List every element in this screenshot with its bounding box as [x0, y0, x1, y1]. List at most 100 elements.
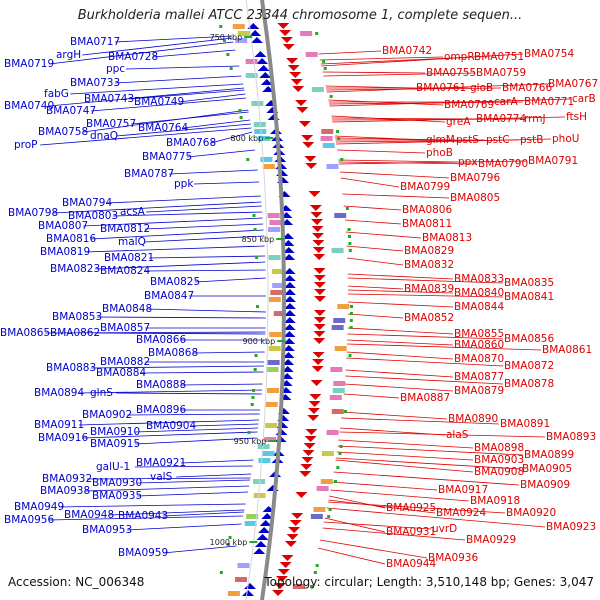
gene-label-right[interactable]: BMA0791	[528, 155, 578, 167]
gene-label-right[interactable]: BMA0877	[454, 371, 504, 383]
gene-label-left[interactable]: acsA	[120, 206, 146, 218]
gene-label-right[interactable]: BMA0761	[416, 82, 466, 94]
gene-label-left[interactable]: BMA0847	[144, 290, 194, 302]
gene-label-right[interactable]: BMA0879	[454, 385, 504, 397]
gene-label-left[interactable]: BMA0749	[134, 96, 184, 108]
gene-label-left[interactable]: BMA0915	[90, 438, 140, 450]
gene-label-left[interactable]: valS	[150, 471, 173, 483]
gene-label-left[interactable]: BMA0935	[92, 490, 142, 502]
gene-label-left[interactable]: BMA0764	[138, 122, 188, 134]
gene-label-left[interactable]: BMA0865	[0, 327, 50, 339]
gene-label-right[interactable]: ftsH	[566, 111, 587, 123]
gene-label-right[interactable]: BMA0796	[450, 172, 500, 184]
gene-label-right[interactable]: BMA0905	[522, 463, 572, 475]
gene-label-left[interactable]: ppk	[174, 178, 194, 190]
gene-label-left[interactable]: BMA0812	[100, 223, 150, 235]
gene-label-left[interactable]: BMA0896	[136, 404, 186, 416]
gene-label-left[interactable]: BMA0719	[4, 58, 54, 70]
gene-label-right[interactable]: BMA0751	[474, 51, 524, 63]
gene-label-right[interactable]: BMA0923	[546, 521, 596, 533]
gene-label-right[interactable]: phoB	[426, 147, 453, 159]
gene-label-right[interactable]: BMA0840	[454, 287, 504, 299]
gene-label-left[interactable]: dnaQ	[90, 130, 118, 142]
gene-label-right[interactable]: BMA0766	[502, 82, 552, 94]
gene-label-right[interactable]: BMA0833	[454, 273, 504, 285]
gene-label-right[interactable]: BMA0806	[402, 204, 452, 216]
gene-label-right[interactable]: BMA0832	[404, 259, 454, 271]
gene-label-left[interactable]: BMA0747	[46, 105, 96, 117]
gene-label-right[interactable]: glmM	[426, 134, 455, 146]
gene-label-left[interactable]: glnS	[90, 387, 113, 399]
gene-label-left[interactable]: BMA0884	[96, 367, 146, 379]
gene-label-left[interactable]: BMA0768	[166, 137, 216, 149]
gene-label-right[interactable]: BMA0936	[428, 552, 478, 564]
gene-label-right[interactable]: BMA0835	[504, 277, 554, 289]
gene-label-left[interactable]: BMA0717	[70, 36, 120, 48]
gene-label-right[interactable]: BMA0790	[478, 158, 528, 170]
gene-label-right[interactable]: carA	[494, 96, 519, 108]
gene-label-right[interactable]: BMA0944	[386, 558, 436, 570]
gene-label-left[interactable]: BMA0949	[14, 501, 64, 513]
gene-label-left[interactable]: BMA0819	[40, 246, 90, 258]
gene-label-right[interactable]: BMA0872	[504, 360, 554, 372]
gene-label-right[interactable]: BMA0829	[404, 245, 454, 257]
gene-label-right[interactable]: BMA0890	[448, 413, 498, 425]
gene-label-right[interactable]: BMA0899	[524, 449, 574, 461]
gene-label-right[interactable]: rrmJ	[524, 113, 546, 125]
gene-label-left[interactable]: BMA0775	[142, 151, 192, 163]
gene-label-right[interactable]: BMA0898	[474, 442, 524, 454]
gene-label-right[interactable]: BMA0861	[542, 344, 592, 356]
gene-label-right[interactable]: BMA0891	[500, 418, 550, 430]
gene-label-right[interactable]: carB	[572, 93, 596, 105]
gene-label-left[interactable]: BMA0794	[62, 197, 112, 209]
gene-label-right[interactable]: ppx	[458, 156, 478, 168]
gene-label-right[interactable]: BMA0909	[520, 479, 570, 491]
gene-label-right[interactable]: BMA0931	[386, 526, 436, 538]
gene-label-left[interactable]: BMA0938	[40, 485, 90, 497]
gene-label-left[interactable]: BMA0740	[4, 100, 54, 112]
gene-label-right[interactable]: BMA0799	[400, 181, 450, 193]
gene-label-right[interactable]: BMA0754	[524, 48, 574, 60]
gene-label-right[interactable]: uvrD	[432, 523, 457, 535]
gene-label-right[interactable]: BMA0924	[436, 507, 486, 519]
gene-label-right[interactable]: BMA0918	[470, 495, 520, 507]
gene-label-left[interactable]: BMA0821	[104, 252, 154, 264]
gene-label-right[interactable]: phoU	[552, 133, 579, 145]
gene-label-left[interactable]: ppc	[106, 63, 125, 75]
gene-label-right[interactable]: BMA0771	[524, 96, 574, 108]
gene-label-left[interactable]: BMA0758	[38, 126, 88, 138]
gene-label-left[interactable]: BMA0894	[34, 387, 84, 399]
gene-label-left[interactable]: BMA0930	[92, 477, 142, 489]
gene-label-right[interactable]: pstS	[456, 134, 479, 146]
gene-label-right[interactable]: BMA0841	[504, 291, 554, 303]
gene-label-left[interactable]: BMA0904	[146, 420, 196, 432]
gene-label-right[interactable]: ompR	[444, 51, 475, 63]
gene-label-right[interactable]: BMA0839	[404, 283, 454, 295]
gene-label-left[interactable]: BMA0921	[136, 457, 186, 469]
gene-label-left[interactable]: BMA0882	[100, 356, 150, 368]
gene-label-right[interactable]: BMA0856	[504, 333, 554, 345]
gene-label-left[interactable]: argH	[56, 49, 81, 61]
gene-label-right[interactable]: BMA0893	[546, 431, 596, 443]
gene-label-right[interactable]: BMA0759	[476, 67, 526, 79]
gene-label-left[interactable]: BMA0816	[46, 233, 96, 245]
gene-label-left[interactable]: BMA0943	[118, 510, 168, 522]
gene-label-left[interactable]: BMA0932	[42, 473, 92, 485]
gene-label-right[interactable]: BMA0767	[548, 78, 598, 90]
gene-label-right[interactable]: greA	[446, 116, 471, 128]
gene-label-left[interactable]: BMA0868	[148, 347, 198, 359]
gene-label-left[interactable]: BMA0959	[118, 547, 168, 559]
gene-label-right[interactable]: BMA0870	[454, 353, 504, 365]
gene-label-left[interactable]: BMA0757	[86, 118, 136, 130]
gene-label-right[interactable]: BMA0925	[386, 502, 436, 514]
gene-label-right[interactable]: BMA0769	[444, 99, 494, 111]
gene-label-right[interactable]: pstB	[520, 134, 543, 146]
gene-label-left[interactable]: BMA0807	[38, 220, 88, 232]
gene-label-right[interactable]: BMA0860	[454, 339, 504, 351]
gene-label-left[interactable]: BMA0902	[82, 409, 132, 421]
gene-label-left[interactable]: BMA0824	[100, 265, 150, 277]
gene-label-left[interactable]: BMA0910	[90, 426, 140, 438]
gene-label-left[interactable]: BMA0803	[68, 210, 118, 222]
gene-label-left[interactable]: BMA0857	[100, 322, 150, 334]
gene-label-left[interactable]: BMA0953	[82, 524, 132, 536]
